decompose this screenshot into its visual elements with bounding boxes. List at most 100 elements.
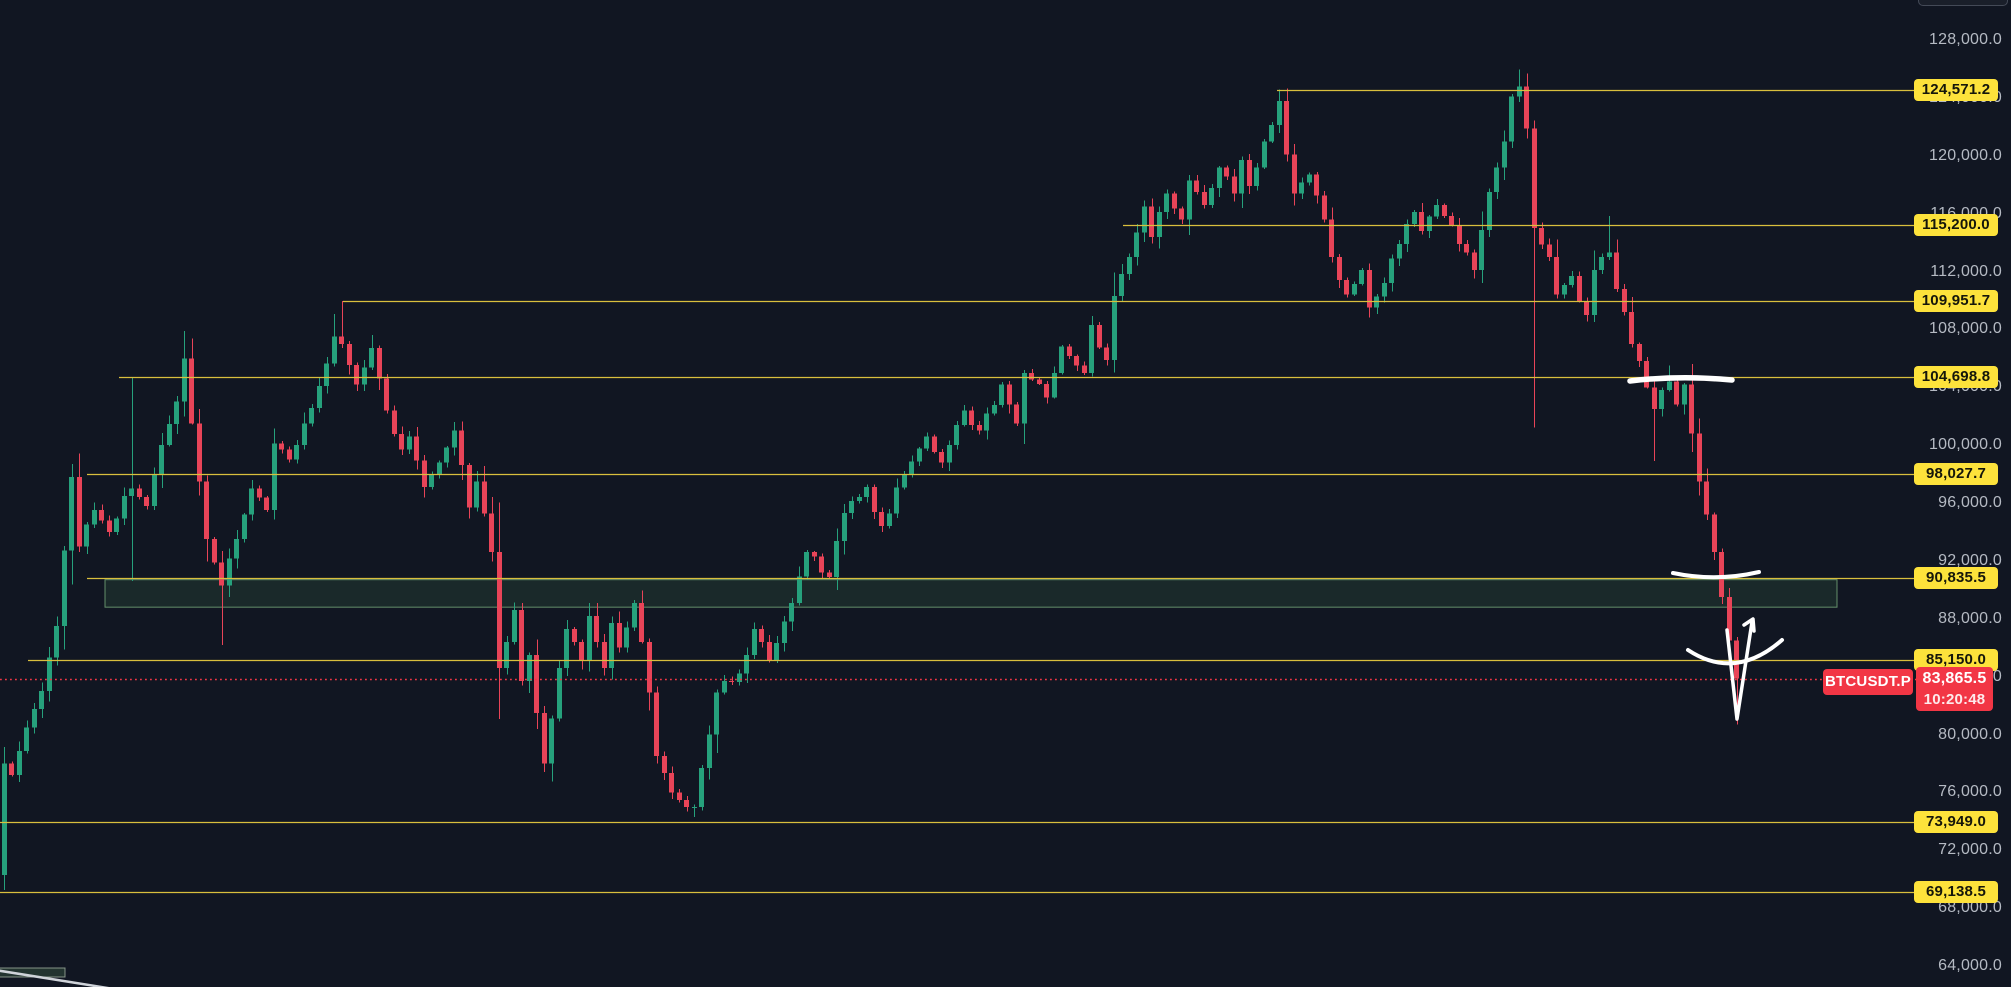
level-price-label[interactable]: 104,698.8 [1914,366,1998,389]
candle-body [32,708,37,728]
candle-body [759,628,764,643]
candle-body [1472,252,1477,271]
candle-body [992,404,997,414]
candle-body [1644,361,1649,388]
candle-body [159,445,164,475]
candle-body [909,461,914,475]
candle-body [1194,180,1199,193]
last-price-label: 83,865.5 10:20:48 [1916,667,1993,711]
u-curve-85150[interactable] [1686,638,1784,666]
candle-body [144,496,149,506]
price-axis-tick: 120,000.0 [1929,146,2002,164]
candle-body [632,602,637,628]
candle-body [1059,346,1064,373]
candle-body [962,410,967,426]
candle-body [1254,167,1259,187]
candle-body [1464,244,1469,253]
candle-body [347,343,352,366]
level-price-label[interactable]: 90,835.5 [1914,566,1998,589]
candle-body [1149,206,1154,237]
candle-body [219,562,224,586]
candle-body [684,799,689,807]
candle-body [1007,384,1012,405]
candle-body [1404,224,1409,245]
level-price-label[interactable]: 109,951.7 [1914,290,1998,313]
candle-body [197,423,202,482]
candle-body [1367,270,1372,308]
candle-body [317,385,322,409]
candle-body [1374,296,1379,308]
candle-body [204,481,209,540]
candle-body [1494,167,1499,192]
candle-body [999,384,1004,405]
candle-body [834,541,839,577]
candle-body [1232,176,1237,194]
candle-body [864,487,869,498]
price-axis-tick: 92,000.0 [1938,551,2002,569]
candle-body [549,718,554,764]
symbol-price-tag: BTCUSDT.P [1823,669,1913,695]
candle-body [752,628,757,656]
candle-body [1569,275,1574,286]
candle-body [722,681,727,693]
marker-stroke-104698[interactable] [1627,374,1735,384]
candle-body [482,481,487,514]
candle-body [114,518,119,532]
candle-body [227,558,232,586]
price-axis-tick: 64,000.0 [1938,957,2002,974]
candle-body [287,449,292,460]
candle-body [137,488,142,497]
candle-body [452,430,457,448]
candle-body [1674,381,1679,405]
candle-body [782,621,787,644]
level-price-label[interactable]: 115,200.0 [1914,214,1998,237]
candle-body [947,445,952,463]
candle-body [639,602,644,642]
candle-body [1022,372,1027,424]
level-price-label[interactable]: 73,949.0 [1914,811,1998,834]
price-axis-tick: 88,000.0 [1938,609,2002,627]
candle-body [377,348,382,379]
candle-body [1659,390,1664,409]
candle-body [1089,325,1094,373]
price-axis-tick: 96,000.0 [1938,494,2002,511]
candle-body [1487,191,1492,231]
candle-body [1337,257,1342,280]
candle-body [1667,381,1672,391]
v-arrow-head[interactable] [1742,617,1756,633]
candle-body [954,425,959,446]
candle-body [654,692,659,757]
candle-body [827,572,832,577]
candle-body [812,552,817,557]
level-price-label[interactable]: 85,150.0 [1914,648,1998,671]
candle-body [1014,404,1019,424]
marker-stroke-90835[interactable] [1671,570,1761,580]
candle-body [1344,279,1349,295]
candle-body [1142,206,1147,233]
candle-body [977,425,982,431]
candle-body [1172,193,1177,209]
candle-body [767,642,772,661]
candle-body [1442,204,1447,217]
candle-body [182,358,187,402]
candle-body [1607,252,1612,258]
candle-body [129,488,134,496]
candle-body [1134,232,1139,258]
candle-body [819,556,824,573]
candle-body [624,627,629,648]
level-price-label[interactable]: 124,571.2 [1914,78,1998,101]
candle-body [572,628,577,642]
level-price-label[interactable]: 98,027.7 [1914,462,1998,485]
supply-zone[interactable] [104,579,1838,608]
candle-body [519,610,524,681]
candle-body [744,655,749,674]
corner-position-box[interactable] [0,967,66,978]
v-arrow[interactable] [1725,620,1754,721]
axis-top-button[interactable] [1918,0,2008,6]
level-price-label[interactable]: 69,138.5 [1914,880,1998,903]
candle-body [1179,208,1184,220]
candle-body [617,623,622,648]
candle-body [1652,387,1657,409]
candle-body [1427,216,1432,231]
